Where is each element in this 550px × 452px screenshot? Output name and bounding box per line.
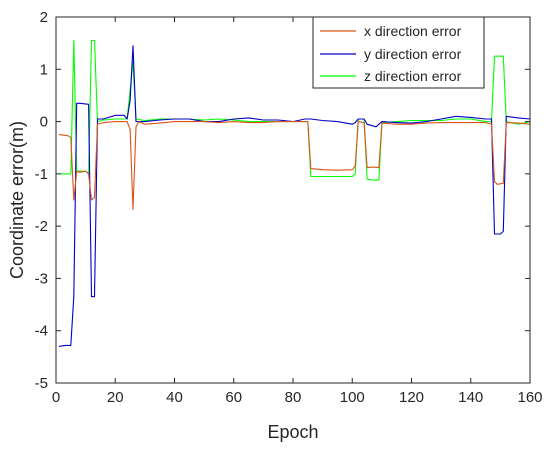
series-line-y-error	[58, 45, 531, 347]
y-tick-label: -5	[35, 375, 48, 392]
y-tick-label: -4	[35, 323, 48, 340]
y-tick-label: -3	[35, 270, 48, 287]
series-line-x-error	[58, 121, 531, 210]
legend-label-x-error: x direction error	[364, 23, 462, 39]
x-tick-label: 40	[166, 389, 183, 406]
y-tick-label: -1	[35, 166, 48, 183]
x-axis-ticks: 0 20 40 60 80 100 120 140 160	[52, 17, 543, 406]
x-tick-label: 100	[340, 389, 365, 406]
y-axis-ticks: -5 -4 -3 -2 -1 0 1 2	[35, 9, 530, 392]
x-tick-label: 140	[458, 389, 483, 406]
series-layer	[58, 39, 531, 347]
y-tick-label: -2	[35, 218, 48, 235]
y-tick-label: 0	[40, 114, 48, 131]
x-tick-label: 20	[107, 389, 124, 406]
y-tick-label: 1	[40, 61, 48, 78]
x-tick-label: 60	[225, 389, 242, 406]
x-tick-label: 120	[399, 389, 424, 406]
x-tick-label: 160	[517, 389, 542, 406]
legend: x direction error y direction error z di…	[312, 16, 485, 89]
y-axis-title: Coordinate error(m)	[7, 121, 27, 279]
x-tick-label: 80	[285, 389, 302, 406]
legend-label-y-error: y direction error	[364, 46, 462, 62]
x-tick-label: 0	[52, 389, 60, 406]
legend-label-z-error: z direction error	[364, 68, 462, 84]
x-axis-title: Epoch	[267, 422, 318, 442]
y-tick-label: 2	[40, 9, 48, 26]
